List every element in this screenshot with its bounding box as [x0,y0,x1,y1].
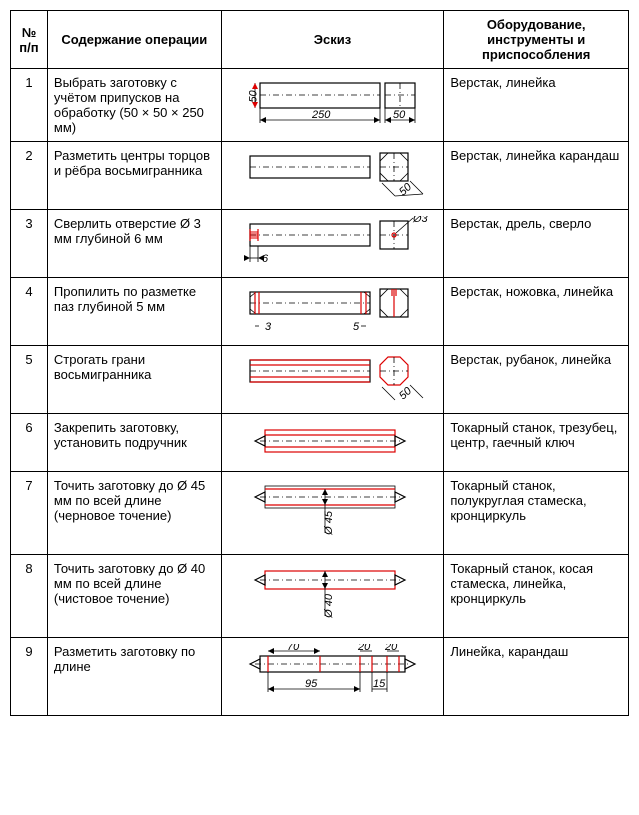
dim-label: 6 [262,253,269,265]
dim-label: Ø 45 [323,510,335,536]
header-row: № п/п Содержание операции Эскиз Оборудов… [11,11,629,69]
row-number: 3 [11,210,48,278]
table-row: 8 Точить заготовку до Ø 40 мм по всей дл… [11,555,629,638]
equipment-text: Линейка, карандаш [444,638,629,716]
row-number: 4 [11,278,48,346]
operation-text: Закрепить заготовку, установить подручни… [47,414,221,472]
dim-label: 95 [305,678,318,690]
operation-text: Разметить заготовку по длине [47,638,221,716]
dim-label: Ø 40 [323,593,335,619]
sketch-cell: 3 5 [221,278,444,346]
equipment-text: Токарный станок, трезубец, центр, гаечны… [444,414,629,472]
sketch-cell [221,414,444,472]
header-op: Содержание операции [47,11,221,69]
operation-text: Пропилить по разметке паз глубиной 5 мм [47,278,221,346]
dim-label: 50 [393,109,406,121]
row-number: 7 [11,472,48,555]
header-equip: Оборудование, инструменты и приспособлен… [444,11,629,69]
operation-text: Выбрать заготовку с учётом припусков на … [47,69,221,142]
operation-text: Сверлить отверстие Ø 3 мм глубиной 6 мм [47,210,221,278]
row-number: 1 [11,69,48,142]
dim-label: 70 [287,644,300,653]
table-row: 3 Сверлить отверстие Ø 3 мм глубиной 6 м… [11,210,629,278]
operation-text: Разметить центры торцов и рёбра восьмигр… [47,142,221,210]
dim-label: 15 [373,678,386,690]
row-number: 2 [11,142,48,210]
dim-label: 5 [353,321,360,333]
equipment-text: Верстак, рубанок, линейка [444,346,629,414]
equipment-text: Токарный станок, косая стамеска, линейка… [444,555,629,638]
table-row: 5 Строгать грани восьмигранника 50 Верст… [11,346,629,414]
dim-label: 250 [311,109,331,121]
row-number: 5 [11,346,48,414]
sketch-cell: Ø 40 [221,555,444,638]
sketch-cell: 50 [221,142,444,210]
table-row: 2 Разметить центры торцов и рёбра восьми… [11,142,629,210]
table-row: 4 Пропилить по разметке паз глубиной 5 м… [11,278,629,346]
table-row: 7 Точить заготовку до Ø 45 мм по всей дл… [11,472,629,555]
equipment-text: Верстак, дрель, сверло [444,210,629,278]
process-table: № п/п Содержание операции Эскиз Оборудов… [10,10,629,716]
sketch-cell: Ø3 6 [221,210,444,278]
operation-text: Строгать грани восьмигранника [47,346,221,414]
header-sketch: Эскиз [221,11,444,69]
sketch-cell: Ø 45 [221,472,444,555]
row-number: 8 [11,555,48,638]
table-row: 9 Разметить заготовку по длине 70 20 20 … [11,638,629,716]
dim-label: Ø3 [412,216,429,225]
table-row: 6 Закрепить заготовку, установить подруч… [11,414,629,472]
sketch-cell: 70 20 20 95 15 [221,638,444,716]
equipment-text: Верстак, ножовка, линейка [444,278,629,346]
row-number: 9 [11,638,48,716]
table-row: 1 Выбрать заготовку с учётом припусков н… [11,69,629,142]
dim-label: 20 [384,644,398,653]
header-num: № п/п [11,11,48,69]
sketch-cell: 50 [221,346,444,414]
dim-label: 50 [248,89,260,102]
equipment-text: Верстак, линейка [444,69,629,142]
equipment-text: Токарный станок, полукруглая стамеска, к… [444,472,629,555]
sketch-cell: 50 250 50 [221,69,444,142]
equipment-text: Верстак, линейка карандаш [444,142,629,210]
operation-text: Точить заготовку до Ø 45 мм по всей длин… [47,472,221,555]
row-number: 6 [11,414,48,472]
dim-label: 3 [265,321,272,333]
operation-text: Точить заготовку до Ø 40 мм по всей длин… [47,555,221,638]
dim-label: 20 [357,644,371,653]
